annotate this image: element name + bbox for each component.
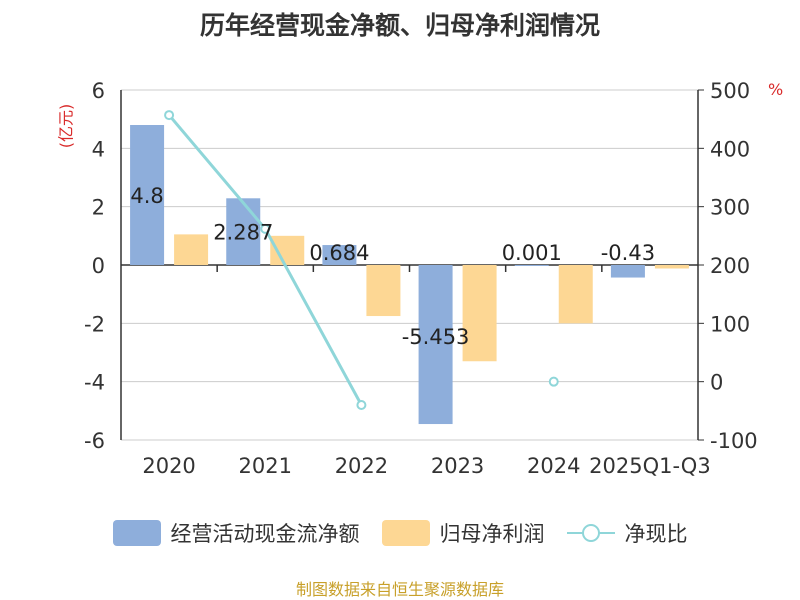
legend: 经营活动现金流净额 归母净利润 净现比: [0, 518, 800, 548]
legend-label-netprofit: 归母净利润: [439, 522, 545, 546]
data-label-cashflow: 2.287: [213, 221, 273, 245]
legend-label-ratio: 净现比: [624, 522, 688, 546]
y-right-tick-label: -100: [710, 429, 758, 453]
legend-swatch-cashflow: [112, 520, 161, 546]
bar-cashflow: [322, 245, 357, 265]
legend-swatch-netprofit: [381, 520, 430, 546]
y-left-tick-label: -6: [84, 429, 105, 453]
point-ratio: [260, 223, 271, 234]
data-label-cashflow: -0.43: [601, 241, 655, 265]
legend-item-netprofit[interactable]: 归母净利润: [381, 518, 545, 548]
bar-netprofit: [654, 265, 689, 269]
y-left-axis-label: (亿元): [56, 103, 76, 149]
y-right-tick-label: 300: [710, 196, 750, 220]
bar-cashflow: [130, 125, 165, 265]
data-label-cashflow: 0.001: [502, 241, 562, 265]
y-right-axis-label: %: [768, 80, 784, 99]
data-label-cashflow: 4.8: [130, 184, 163, 208]
x-tick-label: 2025Q1-Q3: [589, 454, 711, 478]
data-label-cashflow: -5.453: [402, 325, 470, 349]
bar-netprofit: [174, 234, 209, 265]
y-left-tick-label: 2: [92, 196, 105, 220]
point-ratio: [356, 400, 367, 410]
x-tick-label: 2022: [335, 454, 388, 478]
bar-netprofit: [462, 265, 497, 362]
y-right-tick-label: 200: [710, 254, 750, 278]
legend-item-cashflow[interactable]: 经营活动现金流净额: [112, 518, 360, 548]
x-tick-label: 2024: [527, 454, 580, 478]
bar-cashflow: [226, 198, 261, 265]
bar-cashflow: [514, 264, 549, 266]
y-right-tick-label: 500: [710, 79, 750, 103]
legend-item-ratio[interactable]: 净现比: [566, 518, 688, 548]
x-tick-label: 2023: [431, 454, 484, 478]
data-label-cashflow: 0.684: [309, 241, 369, 265]
point-ratio: [164, 110, 175, 121]
y-left-tick-label: 6: [92, 79, 105, 103]
point-ratio: [548, 376, 559, 387]
bar-netprofit: [558, 265, 593, 324]
y-right-tick-label: 0: [710, 371, 723, 395]
chart-title: 历年经营现金净额、归母净利润情况: [199, 11, 600, 40]
y-right-tick-label: 100: [710, 312, 750, 336]
legend-swatch-ratio: [566, 520, 615, 546]
bar-cashflow: [418, 265, 453, 425]
y-left-tick-label: 0: [92, 254, 105, 278]
x-tick-label: 2021: [239, 454, 292, 478]
x-tick-label: 2020: [142, 454, 195, 478]
bar-netprofit: [366, 265, 401, 317]
source-note: 制图数据来自恒生聚源数据库: [295, 580, 504, 599]
y-left-tick-label: -4: [84, 371, 105, 395]
y-right-tick-label: 400: [710, 137, 750, 161]
y-left-tick-label: -2: [84, 312, 105, 336]
legend-label-cashflow: 经营活动现金流净额: [170, 522, 360, 546]
y-left-tick-label: 4: [92, 137, 105, 161]
bar-cashflow: [610, 265, 645, 278]
